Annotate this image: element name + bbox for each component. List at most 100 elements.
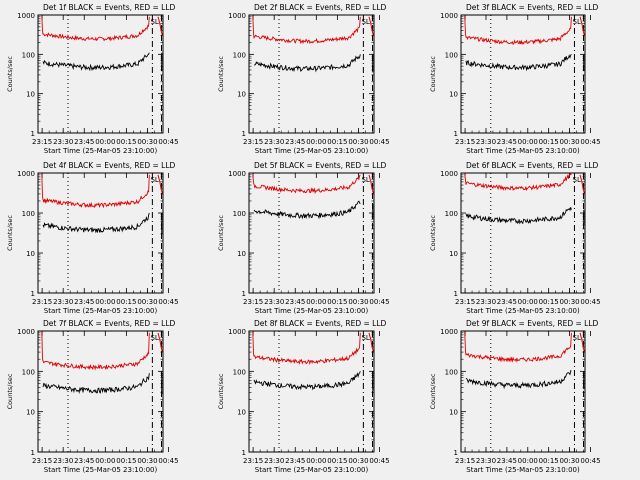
y-axis-label: Counts/sec: [217, 373, 225, 409]
y-tick-label: 100: [445, 368, 458, 376]
events-series-line: [42, 52, 150, 72]
panel-title: Det 2f BLACK = Events, RED = LLD: [254, 3, 387, 12]
sl-marker-label: SL: [573, 334, 581, 342]
y-tick-label: 1000: [228, 12, 246, 20]
x-axis-label: Start Time (25-Mar-05 23:10:00): [44, 466, 158, 474]
lld-series-line: [464, 331, 572, 363]
x-axis-label: Start Time (25-Mar-05 23:10:00): [255, 307, 369, 315]
x-tick-label: 00:15: [327, 457, 347, 465]
x-tick-label: 23:45: [497, 457, 517, 465]
panel-det-3: Det 3f BLACK = Events, RED = LLD 1 10 100 10…: [429, 3, 601, 155]
x-tick-label: 00:00: [518, 457, 538, 465]
panel-det-8: Det 8f BLACK = Events, RED = LLD 1 10 100 10…: [217, 319, 390, 474]
x-tick-label: 00:30: [348, 457, 368, 465]
x-tick-label: 00:00: [306, 138, 326, 146]
y-tick-label: 1000: [228, 328, 246, 336]
sl-marker-label: SL: [361, 334, 369, 342]
panel-title: Det 6f BLACK = Events, RED = LLD: [466, 161, 599, 170]
panel-det-7: Det 7f BLACK = Events, RED = LLD 1 10 100 10…: [6, 319, 179, 474]
lld-tail-segment: [368, 174, 374, 195]
lld-series-line: [252, 331, 361, 366]
lld-tail-segment: [579, 174, 585, 195]
events-series-line: [253, 200, 361, 220]
y-axis-label: Counts/sec: [429, 373, 437, 409]
x-axis-label: Start Time (25-Mar-05 23:10:00): [466, 466, 580, 474]
y-tick-label: 10: [26, 409, 35, 417]
plot-frame: [460, 172, 586, 294]
panel-det-9: Det 9f BLACK = Events, RED = LLD 1 10 100 10…: [429, 319, 601, 474]
x-tick-label: 00:30: [348, 138, 368, 146]
x-tick-label: 23:30: [264, 457, 284, 465]
y-tick-label: 10: [237, 409, 246, 417]
y-tick-label: 1: [242, 130, 246, 138]
x-tick-label: 00:45: [158, 457, 178, 465]
x-tick-label: 23:15: [32, 138, 52, 146]
events-series-line: [42, 373, 150, 395]
x-tick-label: 00:00: [306, 457, 326, 465]
x-axis-label: Start Time (25-Mar-05 23:10:00): [255, 466, 369, 474]
sl-marker-label: SL: [573, 176, 581, 184]
x-tick-label: 00:45: [158, 138, 178, 146]
x-tick-label: 00:00: [518, 298, 538, 306]
y-tick-label: 1: [454, 290, 458, 298]
sl-marker-label: SL: [150, 334, 158, 342]
lld-tail-segment: [579, 16, 585, 36]
x-tick-label: 00:00: [518, 138, 538, 146]
x-tick-label: 23:45: [285, 457, 305, 465]
panel-det-6: Det 6f BLACK = Events, RED = LLD 1 10 100 10…: [429, 161, 601, 315]
x-tick-label: 00:00: [95, 138, 115, 146]
y-tick-label: 100: [22, 368, 35, 376]
x-tick-label: 00:30: [348, 298, 368, 306]
y-tick-label: 1000: [440, 170, 458, 178]
x-tick-label: 23:30: [53, 298, 73, 306]
x-tick-label: 23:15: [243, 457, 263, 465]
events-series-line: [465, 207, 572, 225]
y-tick-label: 1: [31, 449, 35, 457]
y-tick-label: 1: [454, 449, 458, 457]
x-tick-label: 00:45: [580, 138, 600, 146]
y-tick-label: 1: [454, 130, 458, 138]
y-tick-label: 10: [237, 250, 246, 258]
y-tick-label: 10: [449, 250, 458, 258]
x-axis-label: Start Time (25-Mar-05 23:10:00): [44, 307, 158, 315]
y-tick-label: 10: [449, 409, 458, 417]
lld-series-line: [41, 173, 150, 209]
y-tick-label: 10: [449, 91, 458, 99]
events-series-line: [253, 54, 361, 73]
panel-title: Det 4f BLACK = Events, RED = LLD: [43, 161, 176, 170]
x-tick-label: 23:15: [455, 138, 475, 146]
y-tick-label: 1: [242, 449, 246, 457]
x-tick-label: 23:45: [497, 298, 517, 306]
x-tick-label: 00:00: [95, 298, 115, 306]
lld-tail-segment: [157, 174, 163, 195]
y-tick-label: 100: [233, 51, 246, 59]
x-tick-label: 00:30: [559, 298, 579, 306]
x-tick-label: 23:30: [53, 138, 73, 146]
x-tick-label: 00:45: [580, 298, 600, 306]
y-tick-label: 10: [26, 250, 35, 258]
x-tick-label: 00:15: [539, 138, 559, 146]
x-tick-label: 00:45: [580, 457, 600, 465]
lld-tail-segment: [157, 332, 163, 353]
x-tick-label: 00:45: [158, 298, 178, 306]
x-tick-label: 23:45: [285, 298, 305, 306]
x-tick-label: 23:15: [243, 298, 263, 306]
x-tick-label: 23:15: [455, 298, 475, 306]
x-tick-label: 00:45: [369, 298, 389, 306]
y-tick-label: 100: [233, 368, 246, 376]
panel-title: Det 3f BLACK = Events, RED = LLD: [466, 3, 599, 12]
x-tick-label: 00:15: [539, 298, 559, 306]
lld-tail-segment: [157, 16, 163, 36]
y-tick-label: 1000: [17, 12, 35, 20]
x-tick-label: 23:15: [32, 457, 52, 465]
x-tick-label: 23:45: [74, 138, 94, 146]
lld-series-line: [252, 173, 361, 195]
x-tick-label: 00:45: [369, 138, 389, 146]
sl-marker-label: SL: [361, 18, 369, 26]
events-series-line: [465, 370, 572, 390]
y-tick-label: 1000: [17, 170, 35, 178]
x-tick-label: 23:45: [74, 457, 94, 465]
x-tick-label: 00:15: [116, 298, 136, 306]
y-axis-label: Counts/sec: [429, 215, 437, 251]
